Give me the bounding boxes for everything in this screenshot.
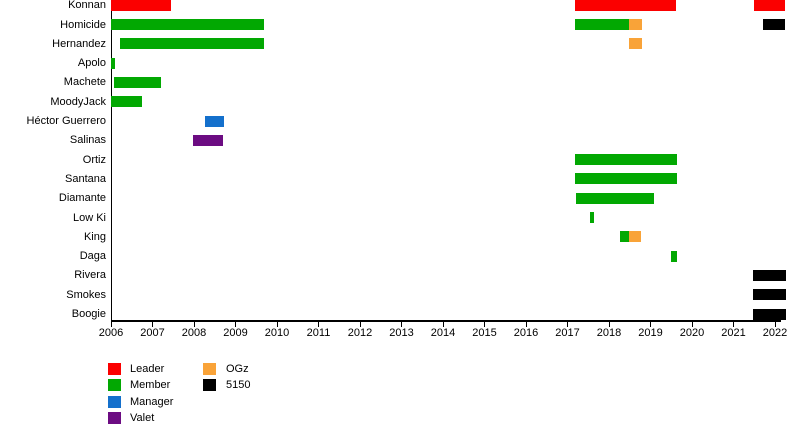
timeline-bar-leader <box>111 0 172 11</box>
row-label: Smokes <box>66 288 106 301</box>
row-label: Hernandez <box>52 37 106 50</box>
timeline-bar-fiveonefifty <box>753 269 787 281</box>
timeline-bar-ogz <box>628 231 641 243</box>
x-axis-tick-label: 2011 <box>306 327 331 339</box>
timeline-bar-member <box>574 154 678 166</box>
x-axis-tick-label: 2006 <box>98 327 124 339</box>
x-axis-tick <box>193 321 195 327</box>
x-axis-tick-label: 2009 <box>223 327 248 339</box>
x-axis-tick-label: 2016 <box>513 327 539 339</box>
x-axis-tick <box>152 321 154 327</box>
x-axis-tick-label: 2010 <box>264 327 290 339</box>
y-axis-line <box>110 0 112 322</box>
row-label: Santana <box>65 172 106 185</box>
x-axis-tick <box>691 321 693 327</box>
legend-swatch-member <box>108 379 121 392</box>
legend-label-manager: Manager <box>130 395 174 408</box>
x-axis-tick-label: 2021 <box>721 327 746 339</box>
x-axis-tick <box>567 321 569 327</box>
legend-label-valet: Valet <box>130 411 155 424</box>
x-axis-tick <box>110 321 112 327</box>
timeline-bar-member <box>113 76 161 88</box>
row-label: Daga <box>79 250 106 263</box>
timeline-bar-manager <box>205 115 224 127</box>
x-axis-tick-label: 2007 <box>140 327 165 339</box>
legend-label-ogz: OGz <box>226 363 249 375</box>
timeline-bar-leader <box>574 0 676 11</box>
x-axis-tick <box>774 321 776 327</box>
timeline-bar-ogz <box>628 19 643 30</box>
row-label: Konnan <box>68 0 106 12</box>
legend-swatch-ogz <box>203 363 216 375</box>
timeline-bar-fiveonefifty <box>762 19 786 30</box>
x-axis-tick <box>650 321 652 327</box>
row-label: Salinas <box>69 134 106 147</box>
x-axis-tick-label: 2022 <box>762 327 788 339</box>
timeline-bar-member <box>575 192 654 204</box>
x-axis-tick-label: 2019 <box>638 327 663 339</box>
legend-label-fiveonefifty: 5150 <box>226 379 251 392</box>
timeline-bar-member <box>619 231 629 243</box>
timeline-bar-member <box>574 19 629 30</box>
x-axis-tick <box>276 321 278 327</box>
x-axis-tick-label: 2017 <box>555 327 580 339</box>
x-axis-line <box>110 320 781 322</box>
legend-label-member: Member <box>130 379 171 392</box>
row-label: MoodyJack <box>50 95 106 108</box>
x-axis-tick <box>318 321 320 327</box>
row-label: Diamante <box>58 192 106 205</box>
x-axis-tick <box>608 321 610 327</box>
x-axis-tick-label: 2008 <box>181 327 207 339</box>
x-axis-tick-label: 2018 <box>596 327 622 339</box>
legend-label-leader: Leader <box>130 363 165 375</box>
timeline-bar-member <box>574 173 678 185</box>
timeline-bar-leader <box>753 0 786 11</box>
row-label: Machete <box>63 76 106 89</box>
legend-swatch-leader <box>108 363 121 375</box>
legend-swatch-valet <box>108 411 121 424</box>
x-axis-tick-label: 2013 <box>389 327 414 339</box>
timeline-bar-ogz <box>628 38 643 50</box>
x-axis-tick <box>359 321 361 327</box>
x-axis-tick <box>733 321 735 327</box>
timeline-bar-member <box>111 19 265 30</box>
legend-swatch-fiveonefifty <box>203 379 216 392</box>
timeline-bar-fiveonefifty <box>753 289 787 301</box>
x-axis-tick-label: 2020 <box>679 327 705 339</box>
row-label: Boogie <box>71 308 106 320</box>
row-label: Rivera <box>74 269 106 282</box>
row-label: King <box>83 230 106 243</box>
x-axis-tick <box>235 321 237 327</box>
x-axis-tick <box>484 321 486 327</box>
x-axis-tick-label: 2014 <box>430 327 456 339</box>
row-label: Héctor Guerrero <box>26 115 106 127</box>
timeline-bar-member <box>111 96 143 108</box>
row-label: Apolo <box>77 57 106 70</box>
x-axis-tick-label: 2015 <box>472 327 497 339</box>
timeline-bar-member <box>111 57 116 69</box>
timeline-bar-valet <box>193 134 224 146</box>
timeline-bar-fiveonefifty <box>753 308 787 320</box>
x-axis-tick <box>401 321 403 327</box>
timeline-bar-member <box>120 38 265 50</box>
row-label: Homicide <box>60 18 106 31</box>
legend-swatch-manager <box>108 395 121 408</box>
row-label: Low Ki <box>72 211 106 224</box>
x-axis-tick <box>525 321 527 327</box>
timeline-bar-member <box>589 212 595 223</box>
x-axis-tick <box>442 321 444 327</box>
timeline-bar-member <box>670 250 678 262</box>
x-axis-tick-label: 2012 <box>347 327 373 339</box>
row-label: Ortiz <box>82 153 106 166</box>
